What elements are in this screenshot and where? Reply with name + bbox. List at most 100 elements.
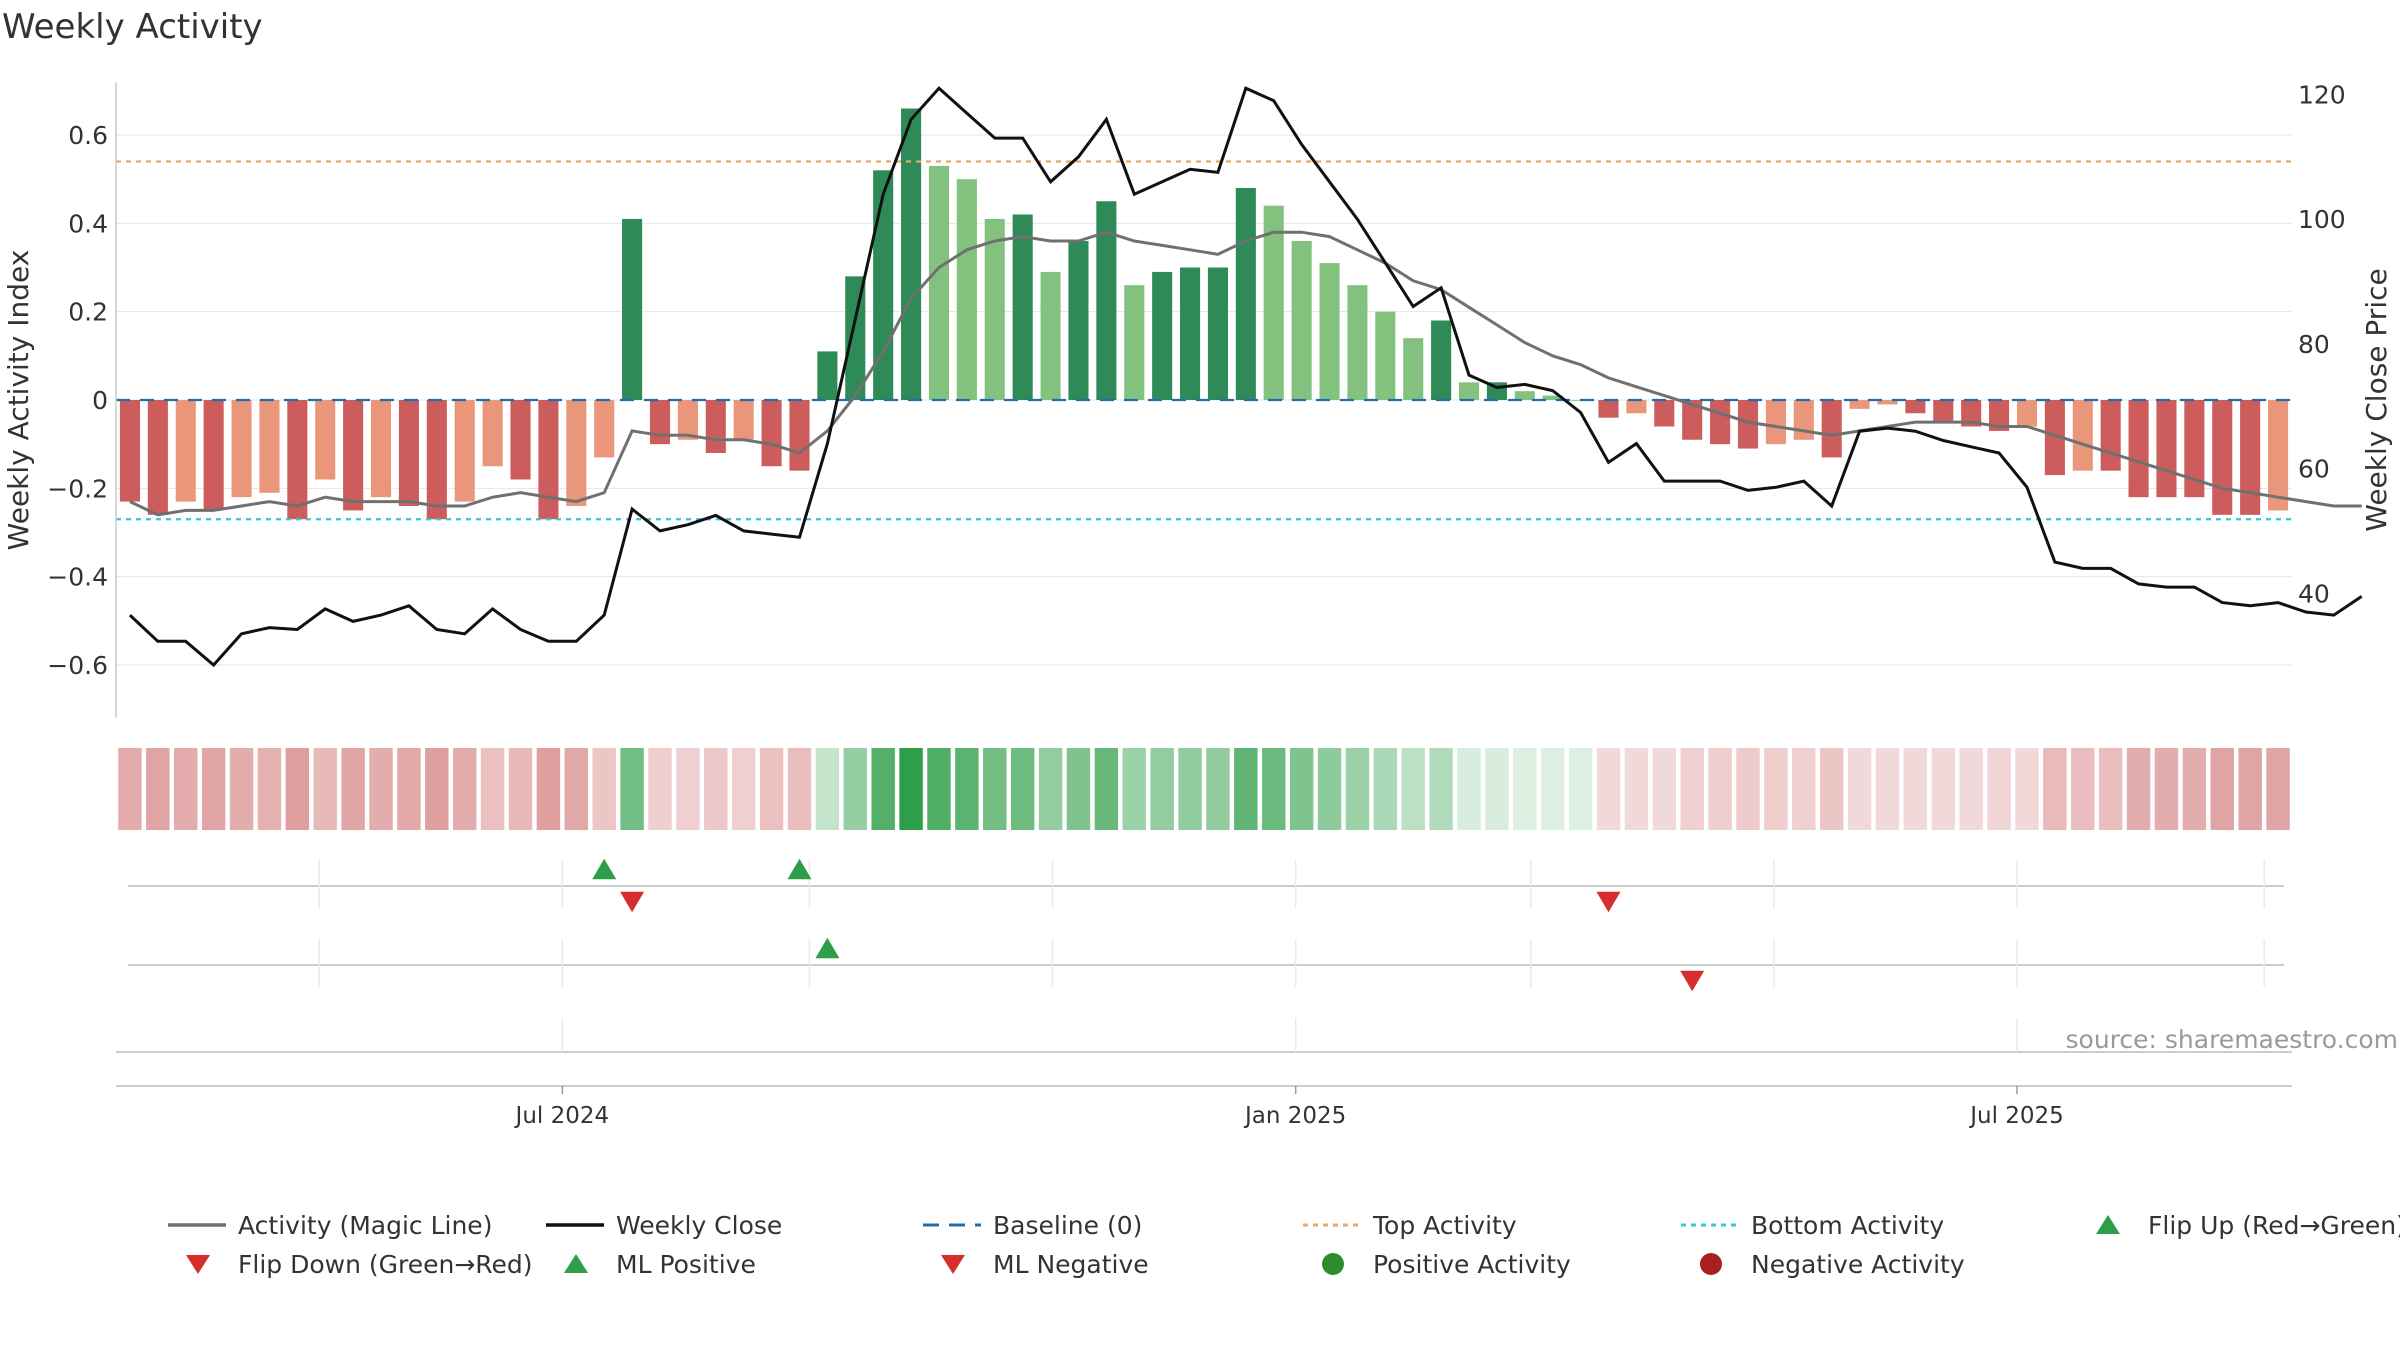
heat-strip-cell <box>1931 748 1955 830</box>
flip-down-marker <box>1596 891 1621 913</box>
activity-bar <box>649 400 671 445</box>
heat-strip-cell <box>2098 748 2123 830</box>
y2-tick-label: 80 <box>2298 330 2330 359</box>
activity-bar <box>231 400 252 498</box>
heat-strip-cell <box>536 748 561 830</box>
heat-strip-cell <box>1317 748 1342 830</box>
heat-strip-cell <box>1875 748 1900 830</box>
activity-bar <box>1877 400 1898 405</box>
activity-bar <box>454 400 475 502</box>
legend-swatch <box>1700 1253 1722 1275</box>
activity-bar <box>1849 400 1870 409</box>
heat-strip-cell <box>1289 748 1314 830</box>
activity-bar <box>733 400 754 440</box>
heat-strip-cell <box>2043 748 2067 830</box>
heat-strip-cell <box>369 748 393 830</box>
activity-bar <box>343 400 364 511</box>
y2-tick-label: 120 <box>2298 80 2346 109</box>
activity-bar <box>1124 285 1145 400</box>
activity-bar <box>398 400 419 506</box>
heat-strip-cell <box>397 748 421 830</box>
activity-bar <box>2016 400 2038 427</box>
heat-strip-cell <box>564 748 589 830</box>
activity-bar <box>566 400 587 506</box>
heat-strip-cell <box>341 748 365 830</box>
heat-strip-cell <box>1457 748 1481 830</box>
heat-strip-cell <box>1596 748 1621 830</box>
heat-strip-cell <box>1122 748 1146 830</box>
activity-bar <box>2240 400 2261 515</box>
activity-bar <box>1012 214 1033 400</box>
heat-strip-cell <box>871 748 895 830</box>
legend-entry: Activity (Magic Line) <box>168 1211 492 1240</box>
y-tick-label: 0 <box>92 386 108 415</box>
heat-strip-cell <box>843 748 867 830</box>
activity-bar <box>1626 400 1647 414</box>
activity-bar <box>845 276 866 400</box>
y-tick-label: −0.4 <box>47 563 108 592</box>
activity-bar <box>873 170 894 400</box>
x-tick-label: Jul 2024 <box>514 1103 610 1129</box>
heat-strip-cell <box>1345 748 1370 830</box>
y-tick-label: 0.4 <box>68 209 108 238</box>
activity-bar <box>1654 400 1675 427</box>
activity-bar <box>482 400 503 467</box>
heat-strip-cell <box>2071 748 2095 830</box>
axes: −0.6 −0.4 −0.2 0 0.2 0.4 0.6 40 60 80 100 120 <box>47 80 2346 718</box>
activity-bar <box>1793 400 1814 440</box>
activity-bar <box>2156 400 2177 498</box>
activity-bar <box>2212 400 2233 515</box>
activity-bar <box>1152 271 1173 400</box>
heat-strip-cell <box>2266 748 2290 830</box>
flip-up-marker <box>592 858 617 880</box>
heat-strip-cell <box>1764 748 1788 830</box>
activity-bar <box>147 400 168 515</box>
activity-bar <box>426 400 447 520</box>
activity-bar <box>1180 267 1201 400</box>
activity-bar <box>1431 320 1452 400</box>
activity-bar <box>1765 400 1786 445</box>
heat-strip-cell <box>508 748 533 830</box>
chart-title: Weekly Activity <box>2 7 263 47</box>
legend-entry: ML Negative <box>941 1250 1149 1279</box>
heat-strip-cell <box>1792 748 1816 830</box>
magic-line <box>129 230 2362 517</box>
heat-strip-cell <box>480 748 505 830</box>
source-note: source: sharemaestro.com <box>2066 1025 2399 1054</box>
activity-bar <box>1737 400 1759 449</box>
legend-entry: Top Activity <box>1303 1211 1517 1240</box>
legend-entry: Flip Down (Green→Red) <box>186 1250 533 1279</box>
heat-strip-cell <box>676 748 700 830</box>
activity-bar <box>2072 400 2093 471</box>
heat-strip-cell <box>1847 748 1872 830</box>
legend-label: Top Activity <box>1372 1211 1517 1240</box>
activity-bar <box>203 400 224 511</box>
activity-bar <box>1989 400 2010 431</box>
heat-strip-cell <box>1736 748 1760 830</box>
heat-strip-cell <box>1819 748 1844 830</box>
activity-bar <box>1514 391 1535 400</box>
activity-bar <box>510 400 531 480</box>
activity-bar <box>119 400 140 502</box>
heat-strip-cell <box>1652 748 1677 830</box>
legend-label: Flip Down (Green→Red) <box>238 1250 533 1279</box>
activity-bar <box>1821 400 1842 458</box>
heat-strip-cell <box>1429 748 1453 830</box>
activity-bar <box>1207 267 1228 400</box>
activity-bar <box>1347 285 1368 400</box>
legend-entry: Weekly Close <box>546 1211 782 1240</box>
heat-strip-cell <box>2182 748 2207 830</box>
x-tick-label: Jan 2025 <box>1243 1103 1346 1129</box>
activity-bar <box>1096 201 1117 400</box>
heat-strip-cell <box>2015 748 2039 830</box>
legend-label: Flip Up (Red→Green) <box>2148 1211 2400 1240</box>
activity-bar <box>1710 400 1731 445</box>
heat-strip-cell <box>2238 748 2262 830</box>
activity-bar <box>901 108 922 400</box>
activity-bar <box>370 400 392 498</box>
heat-strip-cell <box>592 748 616 830</box>
heat-strip-cell <box>815 748 840 830</box>
activity-bar <box>1291 241 1312 400</box>
y2-axis-label: Weekly Close Price <box>2360 268 2393 531</box>
